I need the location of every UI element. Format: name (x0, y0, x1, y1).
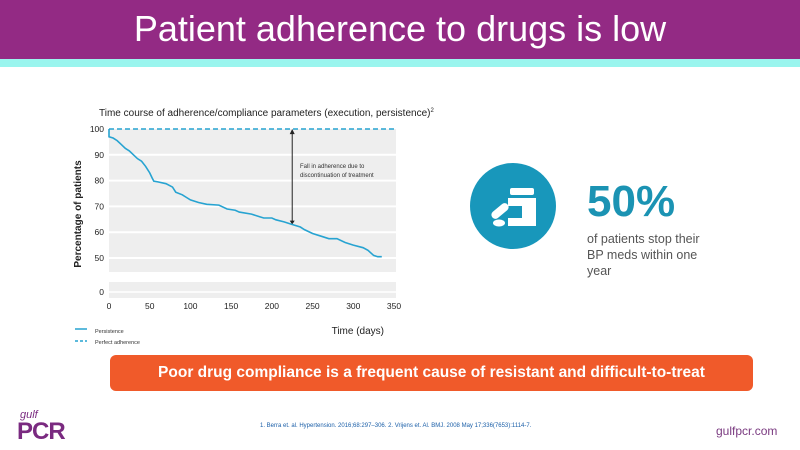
x-axis-label: Time (days) (332, 326, 384, 337)
x-tick-label: 200 (265, 301, 279, 311)
plot-background-lower (109, 282, 396, 298)
x-tick-label: 300 (346, 301, 360, 311)
website: gulfpcr.com (716, 424, 778, 438)
y-tick-label: 90 (95, 150, 105, 160)
stat-text: of patients stop their BP meds within on… (587, 232, 700, 278)
x-tick-label: 50 (145, 301, 155, 311)
pill-bottle-icon (470, 163, 556, 249)
slide-title: Patient adherence to drugs is low (0, 0, 800, 59)
y-tick-label: 0 (99, 287, 104, 297)
y-tick-label: 60 (95, 227, 105, 237)
x-tick-label: 150 (224, 301, 238, 311)
y-tick-label: 100 (90, 124, 104, 134)
y-tick-label: 70 (95, 201, 105, 211)
key-message-banner: Poor drug compliance is a frequent cause… (110, 355, 753, 422)
y-axis-label: Percentage of patients (73, 160, 84, 268)
stat-value: 50% (587, 177, 676, 226)
x-tick-label: 350 (387, 301, 401, 311)
series-line-persistence (108, 129, 382, 258)
chart-title: Time course of adherence/compliance para… (99, 108, 434, 119)
x-tick-label: 250 (305, 301, 319, 311)
x-tick-label: 100 (183, 301, 197, 311)
y-tick-label: 50 (95, 253, 105, 263)
annotation-text: Fall in adherence due to discontinuation… (300, 164, 374, 179)
banner-sup: 1 (477, 404, 483, 414)
logo-gulf: gulf (20, 409, 38, 421)
y-tick-label: 80 (95, 176, 105, 186)
header-stripe (0, 59, 800, 67)
logo-pcr: PCR (17, 418, 66, 445)
references: 1. Berra et. al. Hypertension. 2016;68:2… (260, 423, 532, 429)
banner-text: Poor drug compliance is a frequent cause… (158, 364, 705, 423)
plot-background-upper (109, 129, 396, 272)
legend-label-persistence: Persistence (95, 329, 124, 335)
legend-label-perfect: Perfect adherence (95, 340, 140, 346)
x-tick-label: 0 (107, 301, 112, 311)
